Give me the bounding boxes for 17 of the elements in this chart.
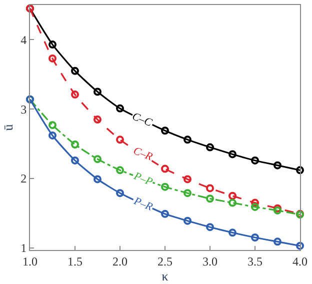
y-tick-label: 1 [20, 241, 27, 256]
text: P–P [131, 170, 155, 189]
y-axis-title: ū [0, 124, 16, 131]
text: C–C [130, 110, 154, 130]
x-tick-label: 2.0 [112, 254, 128, 268]
y-tick-label: 4 [20, 32, 27, 47]
text: C–R [132, 144, 154, 164]
y-tick-label: 2 [20, 172, 27, 186]
x-tick-label: 2.5 [158, 254, 172, 268]
x-tick-label: 3.0 [202, 254, 218, 268]
x-tick-label: 3.5 [248, 254, 262, 268]
text: P–R [131, 194, 154, 214]
x-tick-label: 4.0 [292, 254, 308, 268]
x-axis-title: κ [162, 268, 169, 284]
x-tick-label: 1.5 [68, 254, 82, 268]
x-tick-label: 1.0 [22, 254, 38, 268]
y-tick-label: 3 [20, 102, 27, 116]
